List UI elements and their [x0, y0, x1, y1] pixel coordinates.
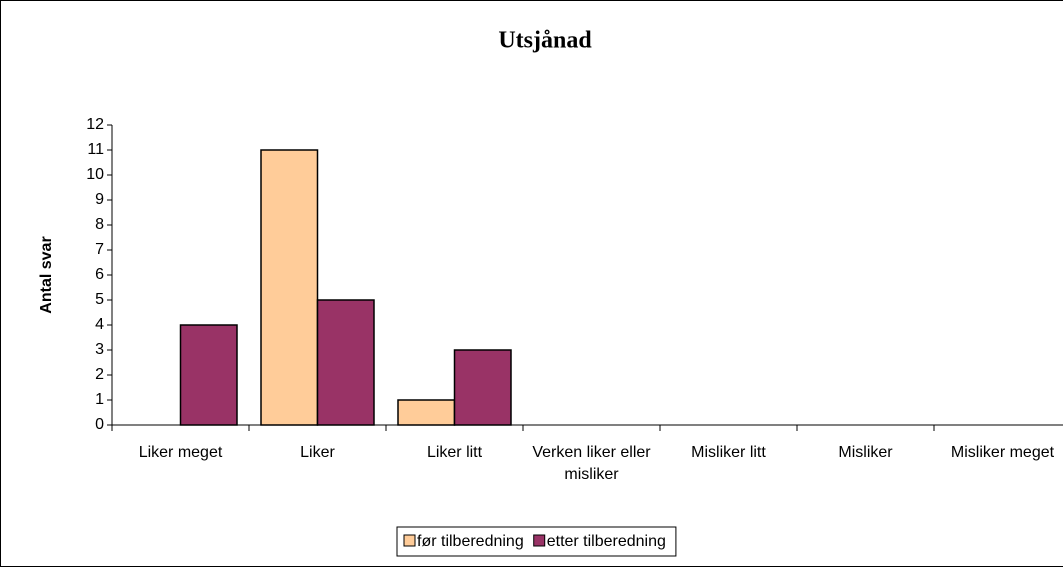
y-tick-label: 8 — [95, 216, 104, 233]
chart-title: Utsjånad — [498, 28, 592, 54]
x-tick-label: Misliker litt — [691, 444, 766, 461]
y-tick-label: 12 — [86, 116, 104, 133]
legend-label: før tilberedning — [417, 533, 524, 550]
y-tick-label: 7 — [95, 241, 104, 258]
legend-swatch — [533, 534, 546, 547]
bar — [397, 399, 456, 426]
legend-swatch — [403, 534, 416, 547]
y-tick-label: 0 — [95, 416, 104, 433]
x-tick-label: Misliker meget — [950, 444, 1055, 461]
y-tick-label: 11 — [87, 141, 104, 158]
x-tick-label: Liker meget — [138, 444, 223, 461]
y-tick-label: 2 — [95, 366, 104, 383]
legend-label: etter tilberedning — [547, 533, 666, 550]
x-tick-label: Liker litt — [426, 444, 483, 461]
y-axis-label: Antal svar — [38, 236, 55, 313]
y-tick-label: 5 — [95, 291, 104, 308]
x-tick-label: Verken liker eller misliker — [532, 444, 651, 483]
y-tick-label: 9 — [95, 191, 104, 208]
y-tick-label: 1 — [95, 391, 104, 408]
bar — [260, 149, 319, 426]
y-tick-label: 6 — [95, 266, 104, 283]
y-tick-label: 4 — [95, 316, 104, 333]
y-tick-label: 10 — [86, 166, 104, 183]
bar — [316, 299, 375, 426]
x-tick-label: Liker — [300, 444, 335, 461]
bar — [453, 349, 512, 426]
bar — [179, 324, 238, 426]
x-tick-label: Misliker — [838, 444, 893, 461]
y-tick-label: 3 — [95, 341, 104, 358]
